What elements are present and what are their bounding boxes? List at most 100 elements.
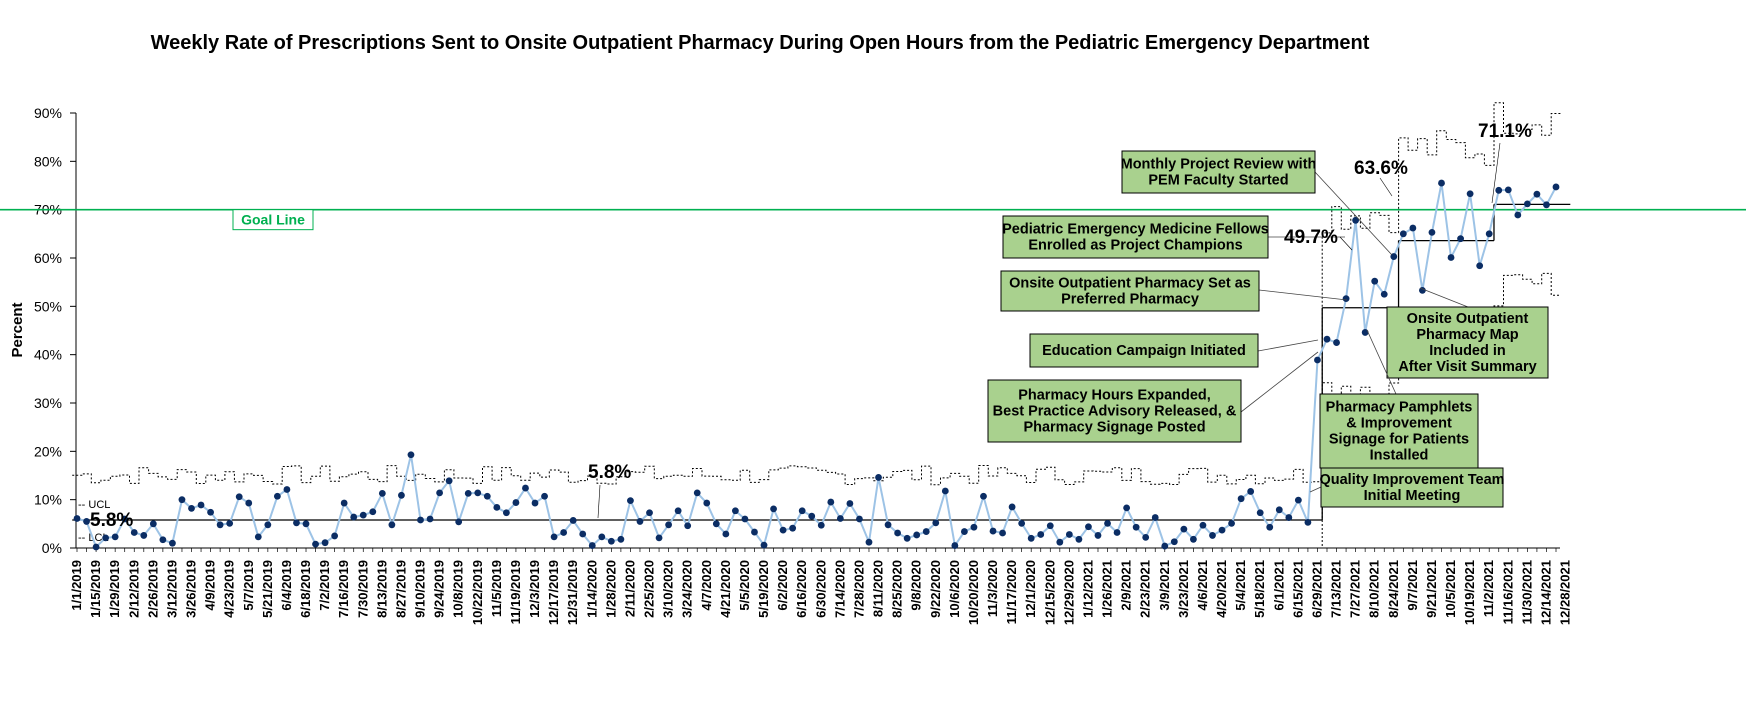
center-line-value-label: 71.1% <box>1478 121 1532 142</box>
x-tick-label: 1/14/2020 <box>584 560 599 618</box>
x-tick-label: 6/2/2020 <box>775 560 790 611</box>
data-point <box>684 522 692 530</box>
annotation-text: Best Practice Advisory Released, & <box>993 404 1237 420</box>
y-tick-label: 30% <box>34 395 62 411</box>
x-tick-label: 3/26/2019 <box>184 560 199 618</box>
x-tick-label: 4/20/2021 <box>1214 560 1229 618</box>
data-point <box>1361 329 1369 336</box>
data-point <box>455 518 463 526</box>
data-point <box>502 509 510 517</box>
x-tick-label: 4/23/2019 <box>222 560 237 618</box>
data-point <box>1256 509 1264 517</box>
data-point <box>1543 201 1550 209</box>
data-point <box>1218 526 1226 534</box>
y-tick-label: 10% <box>34 492 62 508</box>
data-point <box>235 493 243 501</box>
annotation-leader <box>1366 329 1397 395</box>
x-tick-label: 11/30/2021 <box>1519 560 1534 624</box>
data-point <box>273 492 281 500</box>
data-point <box>226 519 234 527</box>
axes: 0%10%20%30%40%50%60%70%80%90%1/1/2019 1/1… <box>9 105 1573 625</box>
x-tick-label: 3/24/2020 <box>680 560 695 618</box>
data-point <box>1209 532 1216 539</box>
data-point <box>712 520 720 528</box>
x-tick-label: 12/15/2020 <box>1042 560 1057 625</box>
data-point <box>1151 514 1159 521</box>
annotation-text: Quality Improvement Team <box>1319 472 1504 488</box>
data-point <box>445 477 453 485</box>
data-point <box>941 487 949 495</box>
data-point <box>1075 535 1083 543</box>
x-tick-label: 11/19/2019 <box>508 560 523 624</box>
x-tick-label: 10/6/2020 <box>947 560 962 618</box>
x-tick-label: 8/27/2019 <box>393 560 408 618</box>
annotation-text: Pharmacy Signage Posted <box>1023 420 1205 436</box>
annotation-box <box>1000 270 1260 312</box>
center-line-value-label: 63.6% <box>1354 158 1408 179</box>
data-point <box>531 499 539 507</box>
data-point <box>1275 506 1283 514</box>
data-point <box>1161 542 1169 550</box>
x-tick-label: 5/19/2020 <box>756 560 771 618</box>
goal-line-group: Goal Line <box>0 208 1746 231</box>
data-point <box>846 500 854 507</box>
data-point <box>312 540 319 548</box>
x-tick-label: 2/11/2020 <box>622 560 637 617</box>
data-point <box>1142 533 1150 541</box>
center-line-value-label: 5.8% <box>588 462 631 483</box>
data-point <box>1552 183 1560 191</box>
x-tick-label: 10/20/2020 <box>966 560 981 625</box>
x-tick-label: 12/14/2021 <box>1538 560 1553 625</box>
y-axis-label: Percent <box>9 302 26 357</box>
x-tick-label: 8/24/2021 <box>1386 560 1401 618</box>
data-point <box>1094 532 1102 539</box>
data-point <box>121 515 129 523</box>
data-point <box>264 521 272 529</box>
x-tick-label: 11/16/2021 <box>1500 560 1515 624</box>
x-tick-label: 2/26/2019 <box>145 560 160 618</box>
data-point <box>1065 531 1073 538</box>
data-point <box>1447 254 1455 261</box>
annotation-text: Pediatric Emergency Medicine Fellows <box>1002 222 1269 238</box>
x-tick-label: 10/8/2019 <box>451 560 466 618</box>
x-tick-label: 4/6/2021 <box>1195 560 1210 611</box>
data-point <box>1514 211 1522 219</box>
annotation-box <box>1121 150 1316 194</box>
data-point <box>369 508 377 516</box>
data-point <box>665 521 672 529</box>
x-tick-label: 7/30/2019 <box>355 560 370 618</box>
data-point <box>378 489 386 497</box>
x-tick-label: 7/28/2020 <box>851 560 866 618</box>
data-point <box>989 527 997 535</box>
x-tick-label: 4/9/2019 <box>203 560 218 611</box>
x-tick-label: 11/2/2021 <box>1481 560 1496 617</box>
x-tick-label: 10/22/2019 <box>470 560 485 625</box>
data-point <box>1190 535 1197 543</box>
data-point <box>407 451 415 459</box>
data-point <box>827 498 835 506</box>
x-tick-label: 3/23/2021 <box>1176 560 1191 618</box>
x-tick-label: 9/22/2020 <box>928 560 943 618</box>
data-point <box>884 521 892 529</box>
annotation-leader <box>1258 289 1348 301</box>
y-tick-label: 20% <box>34 443 62 459</box>
x-tick-label: 5/7/2019 <box>241 560 256 611</box>
data-point <box>464 489 472 497</box>
data-point <box>1104 519 1111 527</box>
x-tick-label: 8/13/2019 <box>374 560 389 618</box>
annotation-box <box>1002 215 1269 259</box>
data-point <box>550 533 558 541</box>
data-point <box>970 523 978 531</box>
y-tick-label: 0% <box>42 540 62 556</box>
leader-line <box>1491 142 1501 204</box>
x-tick-label: 12/1/2020 <box>1023 560 1038 618</box>
data-point <box>579 530 587 538</box>
data-point <box>722 530 730 538</box>
data-point <box>655 534 663 542</box>
data-point <box>149 520 157 528</box>
data-point <box>903 534 911 542</box>
x-tick-label: 12/3/2019 <box>527 560 542 618</box>
data-point <box>569 517 577 524</box>
